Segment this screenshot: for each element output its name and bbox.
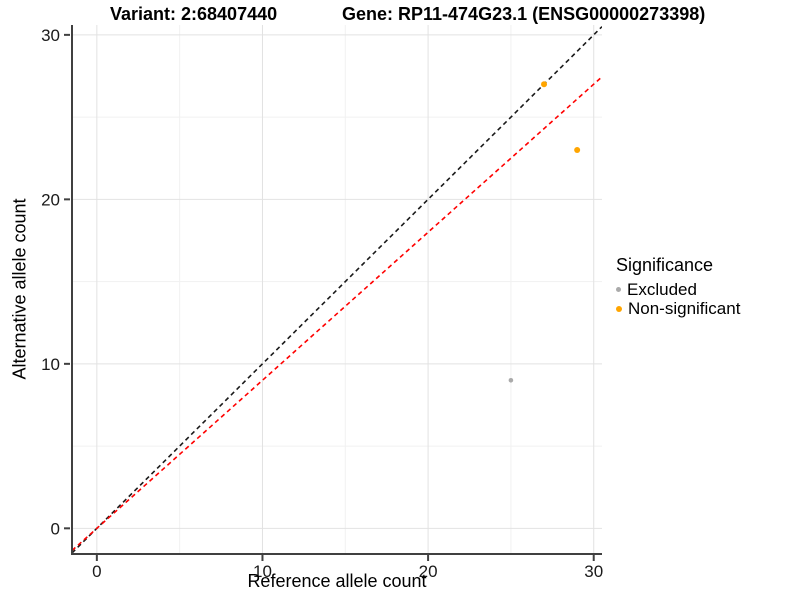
point-non-significant (574, 147, 581, 154)
y-tick-label: 0 (51, 519, 60, 538)
legend: Significance Excluded Non-significant (616, 255, 740, 319)
axis-lines (71, 25, 602, 555)
legend-item: Non-significant (616, 300, 740, 317)
tick-marks (64, 33, 595, 561)
x-tick-labels: 0 10 20 30 (92, 562, 603, 581)
legend-key-dot (616, 287, 621, 292)
y-tick-label: 30 (41, 26, 60, 45)
legend-items: Excluded Non-significant (616, 281, 740, 317)
point-excluded (508, 377, 514, 383)
x-tick-label: 10 (253, 562, 272, 581)
expected-ratio-line (72, 76, 602, 552)
gene-title: Gene: RP11-474G23.1 (ENSG00000273398) (342, 4, 706, 24)
scatter-points (508, 81, 581, 383)
y-tick-label: 10 (41, 355, 60, 374)
legend-item-label: Non-significant (628, 299, 741, 318)
grid-major (72, 25, 602, 553)
x-axis-title: Reference allele count (247, 571, 427, 591)
x-tick-label: 0 (92, 562, 101, 581)
legend-item: Excluded (616, 281, 740, 298)
variant-title: Variant: 2:68407440 (110, 4, 278, 24)
x-tick-label: 20 (419, 562, 438, 581)
x-tick-label: 30 (584, 562, 603, 581)
point-non-significant (541, 81, 548, 88)
grid-minor (72, 25, 602, 553)
y-tick-label: 20 (41, 190, 60, 209)
legend-key-dot (616, 305, 622, 312)
legend-item-label: Excluded (627, 280, 697, 299)
y-tick-labels: 0 10 20 30 (41, 26, 60, 538)
identity-line (72, 26, 602, 553)
legend-title: Significance (616, 255, 714, 275)
y-axis-title: Alternative allele count (9, 198, 30, 380)
